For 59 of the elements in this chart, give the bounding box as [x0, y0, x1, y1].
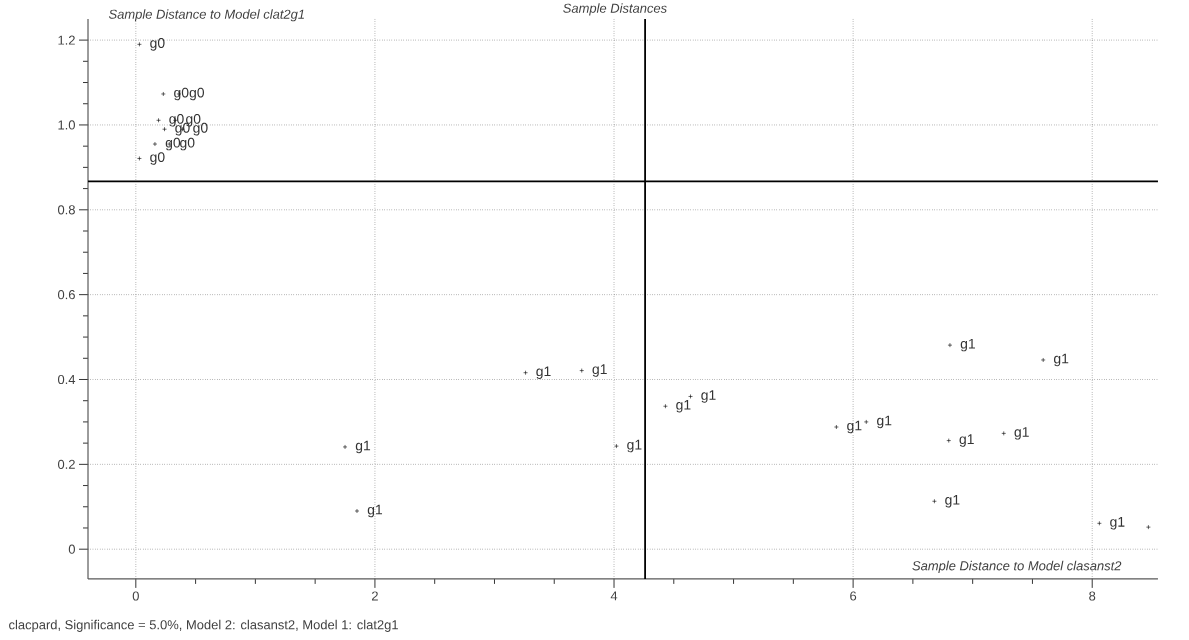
point	[932, 499, 937, 504]
data-label: g1	[627, 439, 642, 453]
x-tick-label: 6	[850, 591, 857, 601]
data-label: g0	[189, 87, 205, 101]
data-label: g0	[150, 38, 165, 51]
point	[834, 424, 839, 430]
y-tick-label: 0.4	[57, 374, 76, 385]
point	[688, 394, 693, 399]
point	[1040, 357, 1046, 363]
point	[354, 508, 360, 514]
point	[863, 419, 869, 425]
data-label: g0	[180, 137, 195, 151]
data-label: g1	[355, 440, 371, 454]
x-axis-title: Sample Distance to Model clasanst2	[912, 560, 1122, 573]
data-label: g1	[536, 366, 551, 379]
point	[162, 126, 167, 132]
point	[614, 443, 619, 449]
point	[1146, 524, 1151, 530]
y-tick-label: 0.6	[57, 290, 75, 300]
x-tick-label: 0	[132, 591, 139, 601]
point	[1001, 431, 1007, 436]
data-label: g1	[1053, 353, 1069, 367]
data-label: g0	[150, 152, 165, 165]
data-label: g0	[174, 87, 189, 101]
point	[137, 42, 142, 47]
point	[947, 342, 953, 348]
data-label: g1	[945, 495, 960, 508]
point	[156, 118, 161, 123]
data-label: g1	[1014, 427, 1029, 440]
text: clacpard, Significance = 5.0%, Model 2: clasanst2, Model 1: clat2g1	[9, 619, 398, 632]
point	[946, 438, 952, 443]
data-label: g1	[960, 338, 975, 352]
point	[663, 403, 668, 409]
y-axis-title: Sample Distance to Model clat2g1	[108, 9, 304, 22]
data-label: g1	[592, 364, 607, 377]
chart-title: Sample Distances	[563, 3, 667, 16]
y-tick-label: 0	[68, 544, 75, 554]
point	[523, 370, 528, 376]
y-tick-label: 1.0	[58, 120, 75, 130]
data-label: g1	[701, 390, 716, 403]
y-tick-label: 1.2	[58, 35, 75, 45]
data-label: g1	[959, 434, 974, 447]
point	[1097, 521, 1102, 526]
data-label: g0	[165, 137, 181, 151]
y-tick-label: 0.2	[57, 459, 75, 469]
point	[152, 141, 158, 147]
data-label: g1	[877, 415, 892, 429]
point	[137, 156, 142, 161]
data-label: g1	[1110, 517, 1125, 530]
y-tick-label: 0.8	[57, 205, 75, 215]
data-label: g1	[367, 504, 383, 518]
x-tick-label: 8	[1089, 591, 1096, 601]
x-tick-label: 4	[610, 591, 618, 601]
data-label: g1	[676, 400, 691, 413]
point	[342, 444, 348, 450]
point	[579, 368, 585, 373]
x-tick-label: 2	[371, 591, 378, 601]
point	[161, 91, 166, 97]
data-label: g1	[847, 420, 862, 434]
